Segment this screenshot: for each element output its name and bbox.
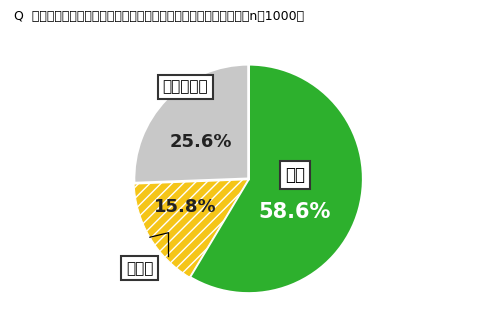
Wedge shape bbox=[134, 64, 249, 183]
Text: はい: はい bbox=[285, 165, 305, 184]
Text: Q  今回の休校措置により、教育格差を感じることがありますか。（n＝1000）: Q 今回の休校措置により、教育格差を感じることがありますか。（n＝1000） bbox=[14, 10, 304, 23]
Wedge shape bbox=[190, 64, 363, 293]
Text: 58.6%: 58.6% bbox=[259, 202, 331, 222]
Text: 25.6%: 25.6% bbox=[169, 133, 232, 151]
Text: 15.8%: 15.8% bbox=[154, 198, 217, 216]
Text: いいえ: いいえ bbox=[126, 261, 153, 276]
Wedge shape bbox=[134, 179, 249, 277]
Text: わからない: わからない bbox=[163, 80, 208, 95]
